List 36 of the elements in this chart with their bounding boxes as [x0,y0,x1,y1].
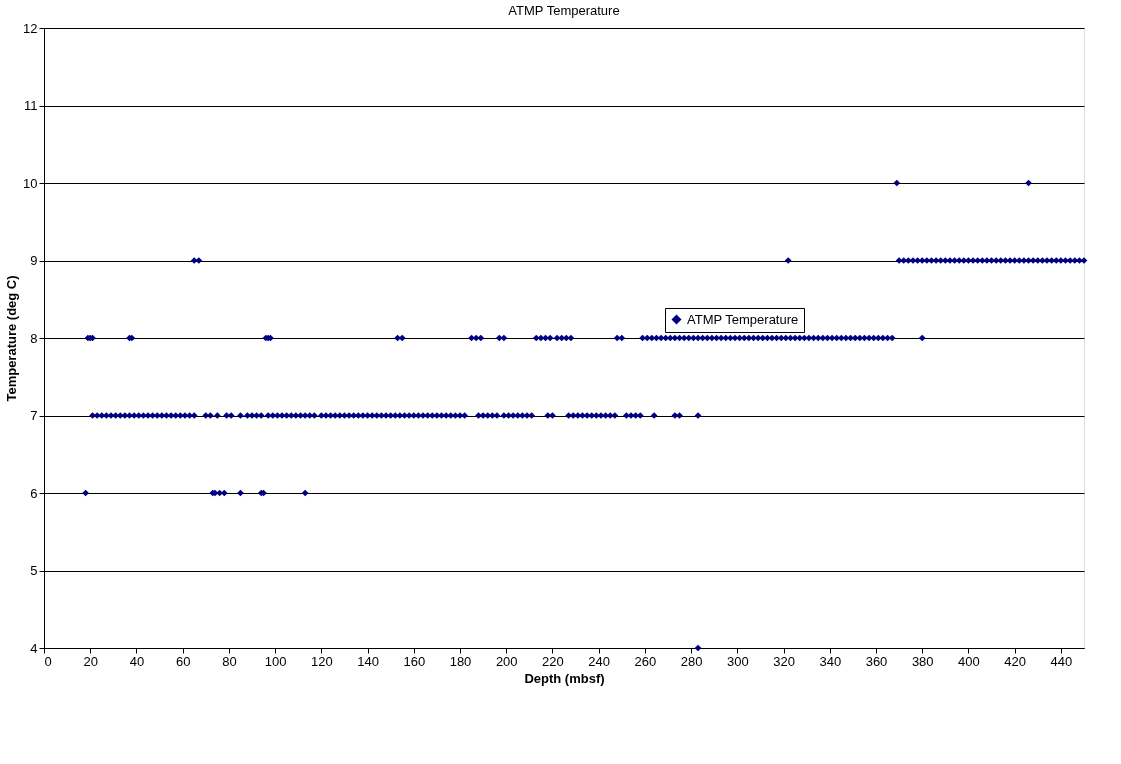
y-tick-label: 8 [30,330,38,346]
x-tick-label: 400 [958,653,980,669]
x-tick-label: 220 [542,653,564,669]
chart-title: ATMP Temperature [508,3,620,18]
x-tick-label: 40 [129,653,145,669]
x-tick-label: 300 [726,653,749,669]
x-tick-label: 60 [175,653,191,669]
x-tick-label: 260 [634,653,657,669]
x-tick-label: 340 [819,653,842,669]
x-tick-label: 280 [680,653,703,669]
y-tick-label: 5 [30,563,38,578]
y-tick-label: 6 [30,485,38,501]
x-tick-label: 360 [865,653,888,669]
y-tick-label: 9 [30,253,38,268]
legend-label: ATMP Temperature [687,311,799,327]
x-tick-label: 180 [449,653,472,669]
x-tick-label: 20 [83,653,98,669]
x-tick-label: 440 [1050,653,1073,669]
y-tick-label: 12 [23,20,38,36]
x-tick-label: 140 [357,653,379,669]
y-tick-label: 4 [30,640,38,656]
y-axis-title: Temperature (deg C) [4,275,20,402]
x-tick-label: 320 [773,653,795,669]
x-tick-label: 200 [495,653,518,669]
x-tick-label: 420 [1004,653,1027,669]
x-tick-label: 0 [44,653,52,669]
x-tick-label: 240 [588,653,611,669]
y-tick-label: 7 [30,408,38,423]
y-tick-label: 10 [23,175,38,191]
x-tick-label: 80 [222,653,237,669]
x-tick-label: 120 [310,653,333,669]
x-tick-label: 160 [403,653,426,669]
x-tick-label: 100 [264,653,287,669]
x-tick-label: 380 [911,653,934,669]
y-tick-label: 11 [24,98,38,113]
x-axis-title: Depth (mbsf) [524,670,605,686]
